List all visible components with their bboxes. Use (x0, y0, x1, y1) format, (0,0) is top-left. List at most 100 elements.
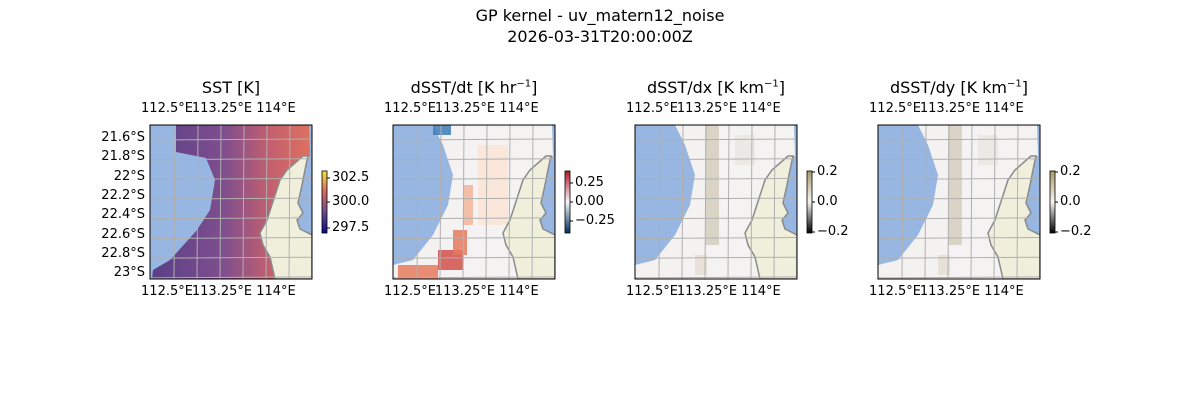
panel-title: dSST/dt [K hr−1] (353, 78, 595, 97)
y-tick-label: 21.6°S (101, 130, 145, 145)
gridline-lat (150, 276, 312, 279)
axes-frame (877, 124, 1041, 280)
colorbar (564, 170, 571, 234)
y-tick-label: 22.6°S (101, 226, 145, 242)
x-tick-label-top: 114°E (499, 101, 539, 116)
gradient-patch (705, 125, 719, 245)
gridline-lat (878, 138, 1040, 141)
colorbar-tick-label: 0.25 (575, 175, 604, 190)
gridline-lat (393, 177, 555, 180)
gradient-patch (948, 125, 962, 245)
colorbar (321, 170, 328, 234)
x-tick-label-top: 113.25°E (676, 101, 738, 116)
colorbar (1049, 170, 1056, 234)
map-panel-3 (634, 124, 798, 280)
figure-title: GP kernel - uv_matern12_noise (475, 6, 725, 25)
panel-title-text: dSST/dy [K km (889, 78, 1007, 97)
x-tick-label-bottom: 114°E (741, 284, 781, 299)
gridline-lat (635, 177, 797, 180)
gridline-lat (635, 158, 797, 161)
gridline-lat (878, 237, 1040, 239)
x-tick-label-bottom: 112.5°E (141, 284, 193, 299)
axes-frame (392, 124, 556, 280)
panel-title: SST [K] (110, 78, 352, 97)
anomaly-patch (433, 125, 451, 135)
x-tick-label-bottom: 113.25°E (191, 284, 253, 299)
gridline-lon (901, 125, 904, 279)
x-tick-label-bottom: 114°E (499, 284, 539, 299)
gridline-lon (993, 125, 996, 279)
gridline-lat (393, 217, 555, 220)
map-panel-4 (877, 124, 1041, 280)
x-tick-label-bottom: 112.5°E (384, 284, 436, 299)
gridline-lon (704, 125, 707, 279)
gridline-lat (393, 256, 555, 259)
gridline-lon (1016, 125, 1019, 279)
panel-title-end: ] (778, 78, 785, 97)
gridline-lat (393, 197, 555, 200)
colorbar-tick-label: 0.0 (1060, 194, 1081, 209)
gridline-lat (150, 217, 312, 220)
x-tick-label-bottom: 113.25°E (434, 284, 496, 299)
map-content (150, 125, 312, 279)
gridline-lat (393, 158, 555, 161)
gridline-lon (288, 125, 291, 279)
anomaly-patch (463, 185, 473, 225)
gridline-lon (750, 125, 753, 279)
map-content (878, 125, 1040, 279)
x-tick-label-top: 114°E (256, 101, 296, 116)
gradient-patch (978, 135, 998, 165)
x-tick-label-top: 112.5°E (869, 101, 921, 116)
map-content (393, 125, 555, 279)
gridline-lon (462, 125, 465, 279)
gridline-lat (393, 276, 555, 279)
gridline-lat (878, 177, 1040, 180)
gridline-lat (150, 197, 312, 200)
gridline-lat (635, 217, 797, 220)
gridline-lat (635, 237, 797, 239)
x-tick-label-bottom: 113.25°E (676, 284, 738, 299)
colorbar-tick-label: 0.0 (817, 194, 838, 209)
gridline-lat (635, 256, 797, 259)
colorbar-tick-label: 300.0 (332, 194, 370, 209)
x-tick-label-top: 112.5°E (141, 101, 193, 116)
gridline-lon (727, 125, 730, 279)
gridline-lon (508, 125, 511, 279)
x-tick-label-bottom: 114°E (256, 284, 296, 299)
gridline-lon (773, 125, 776, 279)
y-tick-label: 22.4°S (101, 207, 145, 223)
gridline-lon (196, 125, 199, 279)
gridline-lat (150, 177, 312, 180)
colorbar-tick-label: −0.2 (1060, 224, 1092, 239)
gridline-lat (878, 217, 1040, 220)
gridline-lon (947, 125, 950, 279)
gridline-lat (150, 237, 312, 239)
panel-title-exponent: −1 (764, 78, 779, 90)
gridline-lat (150, 256, 312, 259)
gradient-patch (938, 255, 950, 275)
axes-frame (149, 124, 313, 280)
panel-title-end: ] (1021, 78, 1028, 97)
gridline-lon (416, 125, 419, 279)
gridline-lon (531, 125, 534, 279)
colorbar (806, 170, 813, 234)
x-tick-label-top: 113.25°E (191, 101, 253, 116)
panel-title-end: ] (531, 78, 538, 97)
x-tick-label-top: 114°E (984, 101, 1024, 116)
gridline-lat (635, 197, 797, 200)
gridline-lon (924, 125, 927, 279)
gridline-lat (878, 197, 1040, 200)
gridline-lon (970, 125, 973, 279)
gridline-lat (878, 158, 1040, 161)
gridline-lon (219, 125, 222, 279)
panel-title-text: dSST/dx [K km (646, 78, 764, 97)
panel-title: dSST/dy [K km−1] (838, 78, 1080, 97)
panel-title-exponent: −1 (516, 78, 532, 90)
y-tick-label: 21.8°S (101, 149, 145, 165)
colorbar-tick-label: −0.2 (817, 224, 849, 239)
x-tick-label-top: 112.5°E (626, 101, 678, 116)
colorbar-tick-label: 302.5 (332, 170, 370, 185)
gridline-lat (150, 138, 312, 141)
